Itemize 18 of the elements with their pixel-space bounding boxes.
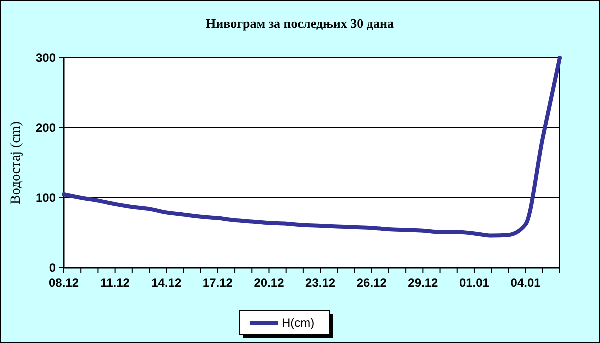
x-tick-label: 11.12: [100, 276, 130, 290]
y-tick-label: 300: [36, 51, 56, 66]
x-tick-label: 29.12: [408, 276, 439, 290]
y-tick-label: 100: [36, 191, 56, 206]
y-axis-title: Водостај (cm): [9, 121, 24, 204]
line-series: [62, 56, 562, 238]
x-tick-label: 08.12: [48, 276, 80, 290]
x-tick-label: 01.01: [459, 276, 490, 290]
y-tick-label: 0: [49, 261, 56, 276]
y-tick-label: 200: [36, 121, 56, 136]
x-tick-label: 20.12: [254, 276, 285, 290]
x-tick-label: 04.01: [510, 276, 542, 290]
x-tick-label: 14.12: [152, 276, 182, 290]
x-tick-label: 26.12: [356, 276, 388, 290]
legend-label: H(cm): [282, 316, 315, 330]
x-tick-label: 23.12: [306, 276, 336, 290]
x-tick-label: 17.12: [202, 276, 234, 290]
chart-title: Нивограм за последњих 30 дана: [206, 16, 394, 31]
